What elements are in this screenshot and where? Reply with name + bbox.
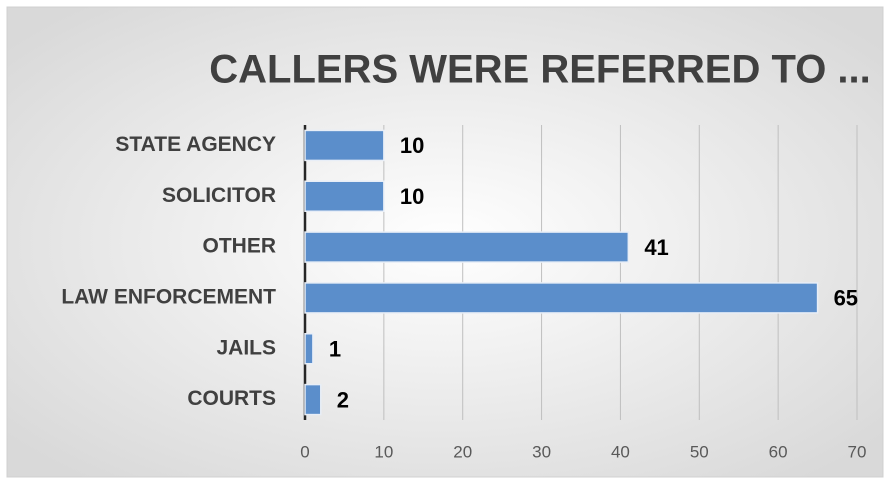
bar	[304, 231, 630, 263]
bar	[304, 333, 314, 365]
x-tick-label: 30	[532, 442, 551, 461]
bar	[304, 180, 385, 212]
data-label: 41	[644, 235, 668, 260]
bar	[304, 383, 322, 416]
x-tick-label: 10	[374, 442, 393, 461]
bar	[304, 129, 385, 162]
chart-title: CALLERS WERE REFERRED TO ...	[209, 48, 871, 92]
data-label: 10	[400, 133, 424, 158]
data-label: 2	[337, 387, 349, 412]
y-tick-label: STATE AGENCY	[115, 133, 276, 156]
data-label: 1	[329, 337, 341, 362]
data-label: 65	[834, 286, 858, 311]
x-tick-label: 20	[453, 442, 472, 461]
x-tick-label: 60	[769, 442, 788, 461]
y-tick-label: OTHER	[203, 235, 277, 258]
x-tick-label: 70	[848, 442, 867, 461]
y-tick-label: LAW ENFORCEMENT	[61, 285, 276, 308]
x-tick-label: 0	[300, 442, 309, 461]
y-tick-label: COURTS	[187, 387, 276, 410]
y-tick-label: JAILS	[216, 336, 276, 359]
y-tick-label: SOLICITOR	[162, 184, 276, 207]
data-label: 10	[400, 184, 424, 209]
bar	[304, 282, 819, 314]
x-tick-label: 40	[611, 442, 630, 461]
x-tick-label: 50	[690, 442, 709, 461]
